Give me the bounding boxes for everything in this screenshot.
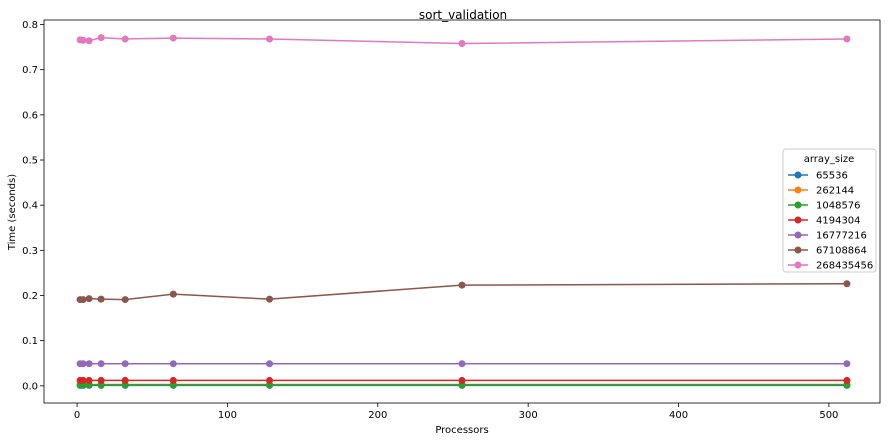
legend-marker <box>794 186 802 194</box>
legend-marker <box>794 246 802 254</box>
legend-label: 67108864 <box>816 246 867 257</box>
y-axis-label: Time (seconds) <box>7 174 18 251</box>
y-tick-label: 0.7 <box>22 65 38 76</box>
x-tick-label: 500 <box>819 410 838 421</box>
plot-area <box>43 19 881 404</box>
data-point <box>97 376 105 384</box>
y-tick-label: 0.8 <box>22 20 38 31</box>
legend-label: 4194304 <box>816 216 861 227</box>
x-axis: 0 100 200 300 400 500 <box>74 403 838 421</box>
series-4194304 <box>76 376 851 384</box>
legend-title: array_size <box>804 154 855 165</box>
y-tick-label: 0.0 <box>22 381 38 392</box>
y-tick-label: 0.6 <box>22 110 38 121</box>
legend-label: 268435456 <box>816 261 873 272</box>
legend-items: 65536 262144 1048576 4194304 16777216 6710886… <box>788 171 873 272</box>
data-point <box>121 360 129 368</box>
y-tick-label: 0.2 <box>22 291 38 302</box>
x-tick-label: 300 <box>519 410 538 421</box>
legend-marker <box>794 231 802 239</box>
legend-label: 65536 <box>816 171 848 182</box>
chart-title: sort_validation <box>419 8 507 22</box>
data-point <box>169 34 177 42</box>
series-16777216 <box>76 360 851 368</box>
y-tick-label: 0.3 <box>22 246 38 257</box>
data-point <box>79 376 87 384</box>
legend-item: 67108864 <box>788 246 867 257</box>
x-tick-label: 100 <box>218 410 237 421</box>
y-tick-label: 0.1 <box>22 336 38 347</box>
series-67108864 <box>76 280 851 304</box>
x-axis-label: Processors <box>435 425 488 436</box>
data-point <box>121 376 129 384</box>
legend-label: 262144 <box>816 186 854 197</box>
data-point <box>266 376 274 384</box>
data-point <box>85 376 93 384</box>
y-axis: 0.0 0.1 0.2 0.3 0.4 0.5 0.6 0.7 0.8 <box>22 20 44 392</box>
data-point <box>266 360 274 368</box>
legend-marker <box>794 201 802 209</box>
y-tick-label: 0.5 <box>22 156 38 167</box>
data-point <box>121 35 129 43</box>
data-point <box>458 281 466 289</box>
data-point <box>458 360 466 368</box>
series-268435456 <box>76 34 851 47</box>
data-point <box>97 295 105 303</box>
series-layer <box>76 34 851 389</box>
legend-item: 262144 <box>788 186 854 197</box>
data-point <box>169 376 177 384</box>
x-tick-label: 200 <box>368 410 387 421</box>
data-point <box>85 360 93 368</box>
data-point <box>266 295 274 303</box>
data-point <box>79 296 87 304</box>
legend-item: 4194304 <box>788 216 861 227</box>
data-point <box>79 360 87 368</box>
legend-item: 1048576 <box>788 201 861 212</box>
data-point <box>121 296 129 304</box>
data-point <box>843 35 851 43</box>
data-point <box>843 280 851 288</box>
legend: array_size 65536 262144 1048576 4194304 1677… <box>782 148 877 273</box>
x-tick-label: 0 <box>74 410 80 421</box>
legend-marker <box>794 216 802 224</box>
data-point <box>85 295 93 303</box>
data-point <box>169 290 177 298</box>
legend-box <box>782 148 877 273</box>
data-point <box>97 360 105 368</box>
data-point <box>97 34 105 42</box>
legend-marker <box>794 261 802 269</box>
x-tick-label: 400 <box>669 410 688 421</box>
legend-item: 65536 <box>788 171 848 182</box>
data-point <box>458 39 466 47</box>
data-point <box>79 36 87 44</box>
data-point <box>169 360 177 368</box>
data-point <box>266 35 274 43</box>
data-point <box>843 360 851 368</box>
legend-marker <box>794 171 802 179</box>
y-tick-label: 0.4 <box>22 201 38 212</box>
legend-label: 16777216 <box>816 231 867 242</box>
legend-item: 268435456 <box>788 261 873 272</box>
data-point <box>85 37 93 45</box>
data-point <box>843 376 851 384</box>
data-point <box>458 376 466 384</box>
legend-label: 1048576 <box>816 201 861 212</box>
legend-item: 16777216 <box>788 231 867 242</box>
